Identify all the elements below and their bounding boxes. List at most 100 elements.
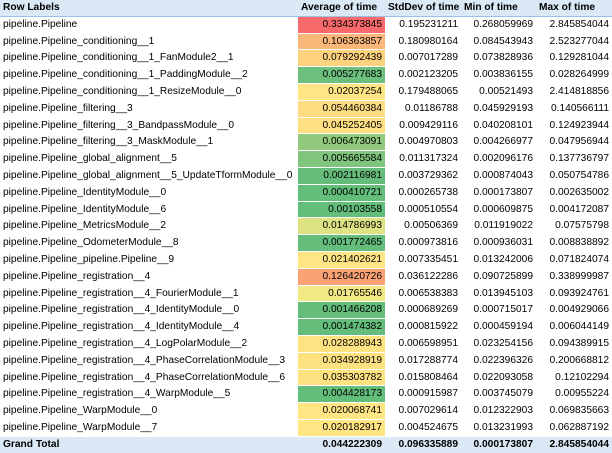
stddev-of-time-cell[interactable]: 0.002123205: [385, 66, 461, 84]
max-of-time-cell[interactable]: 0.140566111: [536, 100, 612, 118]
average-of-time-cell[interactable]: 0.028288943: [298, 335, 385, 353]
stddev-of-time-cell[interactable]: 0.00506369: [385, 217, 461, 236]
table-row[interactable]: pipeline.Pipeline_pipeline.Pipeline__9 0.…: [0, 251, 612, 269]
table-row[interactable]: pipeline.Pipeline 0.334373845 0.195231211 0…: [0, 16, 612, 34]
table-row[interactable]: pipeline.Pipeline_IdentityModule__6 0.001…: [0, 201, 612, 219]
stddev-of-time-cell[interactable]: 0.000973816: [385, 234, 461, 252]
max-of-time-cell[interactable]: 0.137736797: [536, 150, 612, 168]
min-of-time-cell[interactable]: 0.003836155: [461, 66, 536, 84]
max-of-time-cell[interactable]: 0.12102294: [536, 369, 612, 387]
grand-total-average[interactable]: 0.044222309: [298, 435, 385, 453]
average-of-time-cell[interactable]: 0.054460384: [298, 100, 385, 118]
stddev-of-time-cell[interactable]: 0.006598951: [385, 335, 461, 353]
average-of-time-cell[interactable]: 0.079292439: [298, 49, 385, 68]
stddev-of-time-cell[interactable]: 0.003729362: [385, 167, 461, 185]
stddev-of-time-cell[interactable]: 0.195231211: [385, 16, 461, 34]
average-of-time-cell[interactable]: 0.005277683: [298, 66, 385, 84]
table-row[interactable]: pipeline.Pipeline_WarpModule__7 0.0201829…: [0, 419, 612, 437]
stddev-of-time-cell[interactable]: 0.180980164: [385, 33, 461, 51]
stddev-of-time-cell[interactable]: 0.006538383: [385, 285, 461, 303]
stddev-of-time-cell[interactable]: 0.007335451: [385, 251, 461, 269]
row-label-cell[interactable]: pipeline.Pipeline_registration__4: [0, 268, 298, 286]
max-of-time-cell[interactable]: 0.124923944: [536, 117, 612, 135]
row-label-cell[interactable]: pipeline.Pipeline_registration__4_Fourie…: [0, 285, 298, 303]
table-row[interactable]: pipeline.Pipeline_filtering__3_MaskModul…: [0, 133, 612, 152]
average-of-time-cell[interactable]: 0.001466208: [298, 301, 385, 320]
stddev-of-time-cell[interactable]: 0.004524675: [385, 419, 461, 437]
average-of-time-cell[interactable]: 0.001474382: [298, 318, 385, 336]
row-label-cell[interactable]: pipeline.Pipeline_registration__4_WarpMo…: [0, 385, 298, 404]
min-of-time-cell[interactable]: 0.084543943: [461, 33, 536, 51]
row-label-cell[interactable]: pipeline.Pipeline_WarpModule__0: [0, 402, 298, 420]
min-of-time-cell[interactable]: 0.000936031: [461, 234, 536, 252]
max-of-time-cell[interactable]: 0.004172087: [536, 201, 612, 219]
max-of-time-cell[interactable]: 0.338999987: [536, 268, 612, 286]
stddev-of-time-cell[interactable]: 0.009429116: [385, 117, 461, 135]
min-of-time-cell[interactable]: 0.003745079: [461, 385, 536, 404]
min-of-time-cell[interactable]: 0.000874043: [461, 167, 536, 185]
max-of-time-cell[interactable]: 0.006044149: [536, 318, 612, 336]
stddev-of-time-cell[interactable]: 0.036122286: [385, 268, 461, 286]
table-row[interactable]: pipeline.Pipeline_conditioning__1_FanMod…: [0, 49, 612, 68]
stddev-of-time-cell[interactable]: 0.017288774: [385, 352, 461, 370]
average-of-time-cell[interactable]: 0.106363857: [298, 33, 385, 51]
max-of-time-cell[interactable]: 0.002635002: [536, 184, 612, 202]
max-of-time-cell[interactable]: 0.00955224: [536, 385, 612, 404]
header-average-of-time[interactable]: Average of time: [298, 0, 385, 17]
max-of-time-cell[interactable]: 0.008838892: [536, 234, 612, 252]
min-of-time-cell[interactable]: 0.000715017: [461, 301, 536, 320]
stddev-of-time-cell[interactable]: 0.000510554: [385, 201, 461, 219]
row-label-cell[interactable]: pipeline.Pipeline_WarpModule__7: [0, 419, 298, 437]
max-of-time-cell[interactable]: 0.129281044: [536, 49, 612, 68]
table-row[interactable]: pipeline.Pipeline_conditioning__1 0.10636…: [0, 33, 612, 51]
header-max-of-time[interactable]: Max of time: [536, 0, 612, 17]
min-of-time-cell[interactable]: 0.000173807: [461, 184, 536, 202]
max-of-time-cell[interactable]: 0.047956944: [536, 133, 612, 152]
header-min-of-time[interactable]: Min of time: [461, 0, 536, 17]
min-of-time-cell[interactable]: 0.073828936: [461, 49, 536, 68]
row-label-cell[interactable]: pipeline.Pipeline_conditioning__1: [0, 33, 298, 51]
grand-total-max[interactable]: 2.845854044: [536, 435, 612, 453]
table-row[interactable]: pipeline.Pipeline_registration__4_WarpMo…: [0, 385, 612, 404]
min-of-time-cell[interactable]: 0.022093058: [461, 369, 536, 387]
min-of-time-cell[interactable]: 0.090725899: [461, 268, 536, 286]
max-of-time-cell[interactable]: 2.845854044: [536, 16, 612, 34]
header-row-labels[interactable]: Row Labels: [0, 0, 298, 17]
min-of-time-cell[interactable]: 0.000609875: [461, 201, 536, 219]
min-of-time-cell[interactable]: 0.011919022: [461, 217, 536, 236]
average-of-time-cell[interactable]: 0.001772465: [298, 234, 385, 252]
average-of-time-cell[interactable]: 0.020068741: [298, 402, 385, 420]
min-of-time-cell[interactable]: 0.00521493: [461, 83, 536, 101]
header-stddev-of-time[interactable]: StdDev of time: [385, 0, 461, 17]
stddev-of-time-cell[interactable]: 0.004970803: [385, 133, 461, 152]
table-row[interactable]: pipeline.Pipeline_registration__4_Identi…: [0, 301, 612, 320]
min-of-time-cell[interactable]: 0.002096176: [461, 150, 536, 168]
max-of-time-cell[interactable]: 0.028264999: [536, 66, 612, 84]
stddev-of-time-cell[interactable]: 0.179488065: [385, 83, 461, 101]
row-label-cell[interactable]: pipeline.Pipeline_registration__4_PhaseC…: [0, 352, 298, 370]
grand-total-min[interactable]: 0.000173807: [461, 435, 536, 453]
row-label-cell[interactable]: pipeline.Pipeline_MetricsModule__2: [0, 217, 298, 236]
table-row[interactable]: pipeline.Pipeline_registration__4_LogPol…: [0, 335, 612, 353]
table-row[interactable]: pipeline.Pipeline_registration__4_Identi…: [0, 318, 612, 336]
row-label-cell[interactable]: pipeline.Pipeline_registration__4_Identi…: [0, 301, 298, 320]
average-of-time-cell[interactable]: 0.126420726: [298, 268, 385, 286]
row-label-cell[interactable]: pipeline.Pipeline_conditioning__1_FanMod…: [0, 49, 298, 68]
row-label-cell[interactable]: pipeline.Pipeline_IdentityModule__6: [0, 201, 298, 219]
table-row[interactable]: pipeline.Pipeline_WarpModule__0 0.0200687…: [0, 402, 612, 420]
row-label-cell[interactable]: pipeline.Pipeline_conditioning__1_Paddin…: [0, 66, 298, 84]
min-of-time-cell[interactable]: 0.023254156: [461, 335, 536, 353]
stddev-of-time-cell[interactable]: 0.007029614: [385, 402, 461, 420]
table-row[interactable]: pipeline.Pipeline_global_alignment__5_Up…: [0, 167, 612, 185]
row-label-cell[interactable]: pipeline.Pipeline_filtering__3_MaskModul…: [0, 133, 298, 152]
row-label-cell[interactable]: pipeline.Pipeline_OdometerModule__8: [0, 234, 298, 252]
table-row[interactable]: pipeline.Pipeline_global_alignment__5 0.0…: [0, 150, 612, 168]
row-label-cell[interactable]: pipeline.Pipeline_registration__4_LogPol…: [0, 335, 298, 353]
row-label-cell[interactable]: pipeline.Pipeline_filtering__3: [0, 100, 298, 118]
table-row[interactable]: pipeline.Pipeline_MetricsModule__2 0.0147…: [0, 217, 612, 236]
min-of-time-cell[interactable]: 0.022396326: [461, 352, 536, 370]
stddev-of-time-cell[interactable]: 0.01186788: [385, 100, 461, 118]
grand-total-row[interactable]: Grand Total 0.044222309 0.096335889 0.00…: [0, 435, 612, 453]
min-of-time-cell[interactable]: 0.268059969: [461, 16, 536, 34]
table-row[interactable]: pipeline.Pipeline_conditioning__1_Resize…: [0, 83, 612, 101]
